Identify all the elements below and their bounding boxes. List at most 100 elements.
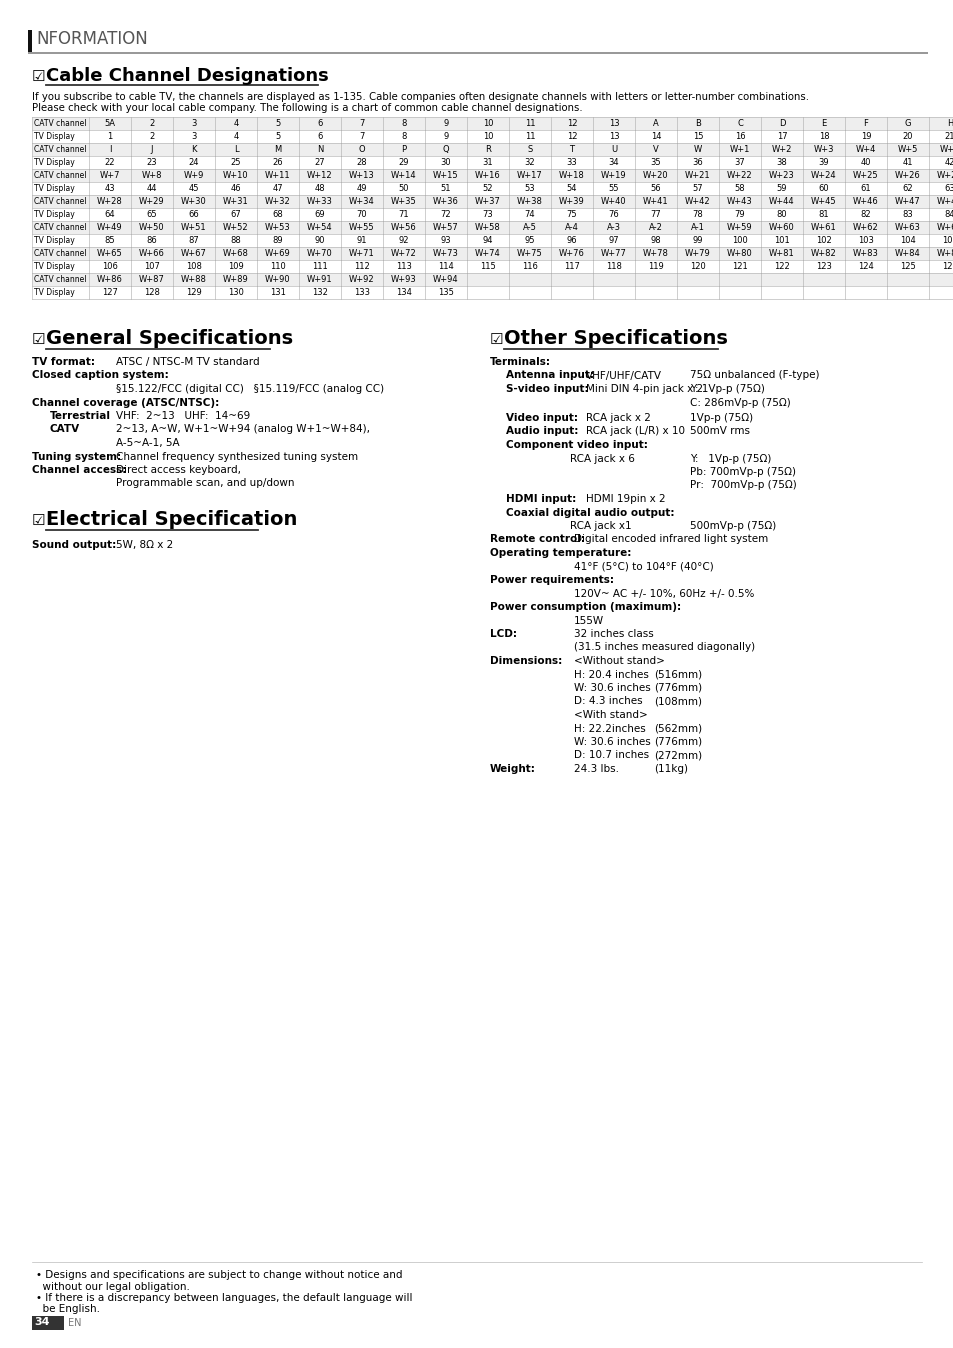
Bar	[32, 274, 953, 286]
Text: TV Display: TV Display	[34, 288, 74, 297]
Text: W+22: W+22	[726, 171, 752, 181]
Text: NFORMATION: NFORMATION	[36, 30, 148, 49]
Text: TV Display: TV Display	[34, 158, 74, 167]
Text: RCA jack x 2: RCA jack x 2	[585, 412, 650, 423]
Bar	[32, 247, 953, 260]
Text: Cable Channel Designations: Cable Channel Designations	[46, 67, 329, 85]
Text: <Without stand>: <Without stand>	[574, 656, 664, 666]
Text: 95: 95	[524, 236, 535, 245]
Text: 27: 27	[314, 158, 325, 167]
Text: RCA jack x1: RCA jack x1	[569, 520, 631, 531]
Text: M: M	[274, 146, 281, 154]
Text: 36: 36	[692, 158, 702, 167]
Text: T: T	[569, 146, 574, 154]
Text: 37: 37	[734, 158, 744, 167]
Text: VHF/UHF/CATV: VHF/UHF/CATV	[585, 371, 661, 380]
Text: 88: 88	[231, 236, 241, 245]
Bar	[32, 221, 953, 235]
Text: 42: 42	[943, 158, 953, 167]
Text: 30: 30	[440, 158, 451, 167]
Text: 123: 123	[815, 262, 831, 271]
Text: W+48: W+48	[936, 197, 953, 206]
Text: 12: 12	[566, 132, 577, 142]
Text: (776mm): (776mm)	[654, 683, 701, 693]
Text: A-5~A-1, 5A: A-5~A-1, 5A	[116, 438, 179, 448]
Text: HDMI 19pin x 2: HDMI 19pin x 2	[585, 493, 665, 504]
Text: W+84: W+84	[894, 249, 920, 257]
Text: 55: 55	[608, 183, 618, 193]
Text: CATV channel: CATV channel	[34, 146, 87, 154]
Text: W+92: W+92	[349, 275, 375, 284]
Text: 16: 16	[734, 132, 744, 142]
Text: J: J	[151, 146, 153, 154]
Text: 118: 118	[605, 262, 621, 271]
Text: A-3: A-3	[606, 222, 620, 232]
Text: W+73: W+73	[433, 249, 458, 257]
Text: 82: 82	[860, 210, 870, 218]
Text: CATV: CATV	[50, 425, 80, 434]
Text: • Designs and specifications are subject to change without notice and: • Designs and specifications are subject…	[36, 1270, 402, 1281]
Text: 133: 133	[354, 288, 370, 297]
Text: W+60: W+60	[768, 222, 794, 232]
Text: 89: 89	[273, 236, 283, 245]
Text: W+66: W+66	[139, 249, 165, 257]
Text: 3: 3	[192, 132, 196, 142]
Text: 97: 97	[608, 236, 618, 245]
Text: ☑: ☑	[490, 332, 503, 346]
Text: Sound output:: Sound output:	[32, 541, 116, 550]
Text: 93: 93	[440, 236, 451, 245]
Bar	[28, 53, 927, 54]
Text: W+59: W+59	[726, 222, 752, 232]
Text: 11: 11	[524, 132, 535, 142]
Text: W+50: W+50	[139, 222, 165, 232]
Text: 107: 107	[144, 262, 160, 271]
Text: 96: 96	[566, 236, 577, 245]
Text: W+30: W+30	[181, 197, 207, 206]
Text: 5A: 5A	[105, 119, 115, 128]
Text: 105: 105	[942, 236, 953, 245]
Text: 125: 125	[900, 262, 915, 271]
Text: 128: 128	[144, 288, 160, 297]
Text: 72: 72	[440, 210, 451, 218]
Text: W+4: W+4	[855, 146, 875, 154]
Text: W+63: W+63	[894, 222, 920, 232]
Text: V: V	[653, 146, 659, 154]
Text: 80: 80	[776, 210, 786, 218]
Text: W: 30.6 inches: W: 30.6 inches	[574, 737, 650, 747]
Text: 7: 7	[359, 119, 364, 128]
Text: 119: 119	[647, 262, 663, 271]
Text: EN: EN	[68, 1318, 81, 1328]
Text: 135: 135	[437, 288, 454, 297]
Text: A-4: A-4	[564, 222, 578, 232]
Text: W+86: W+86	[97, 275, 123, 284]
Text: W+16: W+16	[475, 171, 500, 181]
Text: W+27: W+27	[936, 171, 953, 181]
Text: (516mm): (516mm)	[654, 670, 701, 679]
Text: W+54: W+54	[307, 222, 333, 232]
Text: (776mm): (776mm)	[654, 737, 701, 747]
Bar	[32, 168, 953, 182]
Text: D: D	[778, 119, 784, 128]
Bar	[32, 182, 953, 195]
Text: A-2: A-2	[648, 222, 662, 232]
Text: 112: 112	[354, 262, 370, 271]
Text: E: E	[821, 119, 825, 128]
Text: 24.3 lbs.: 24.3 lbs.	[574, 764, 618, 774]
Text: Video input:: Video input:	[505, 412, 578, 423]
Text: W+17: W+17	[517, 171, 542, 181]
Text: 70: 70	[356, 210, 367, 218]
Text: 155W: 155W	[574, 616, 603, 625]
Text: B: B	[695, 119, 700, 128]
Text: 91: 91	[356, 236, 367, 245]
Text: 2: 2	[150, 119, 154, 128]
Text: W+39: W+39	[558, 197, 584, 206]
Text: 121: 121	[731, 262, 747, 271]
Text: 500mV rms: 500mV rms	[689, 426, 749, 437]
Text: ☑: ☑	[32, 69, 46, 84]
Text: Other Specifications: Other Specifications	[503, 329, 727, 348]
Text: 64: 64	[105, 210, 115, 218]
Text: (272mm): (272mm)	[654, 751, 701, 760]
Text: 8: 8	[401, 132, 406, 142]
Text: TV Display: TV Display	[34, 210, 74, 218]
Text: 31: 31	[482, 158, 493, 167]
